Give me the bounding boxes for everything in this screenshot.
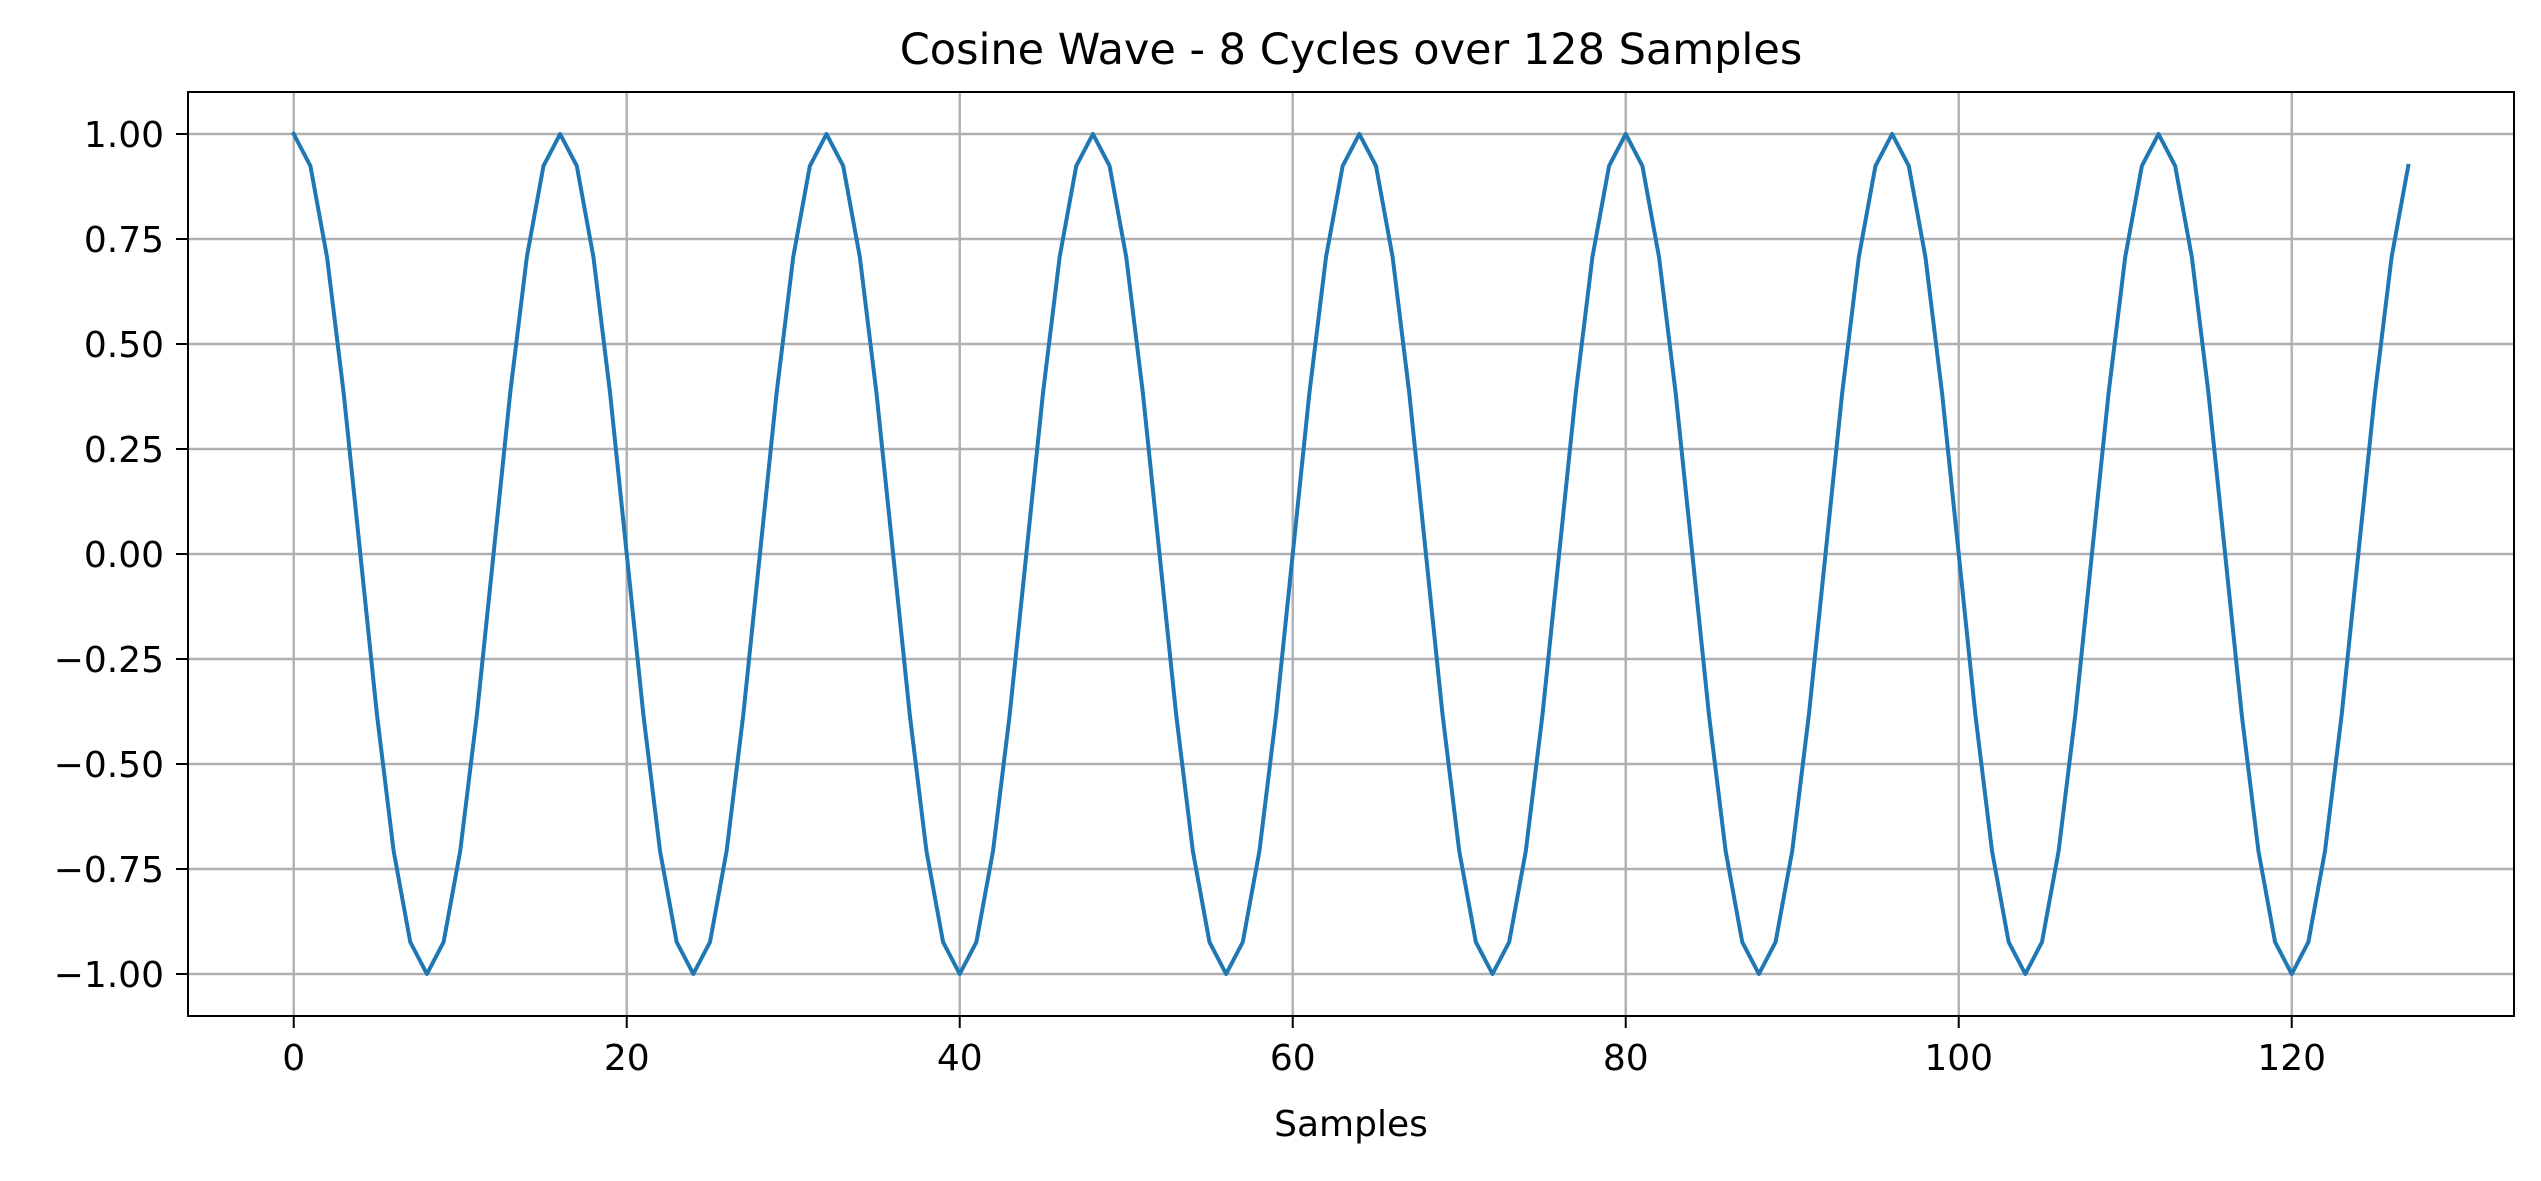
y-tick-label: 0.25 — [84, 430, 164, 471]
y-axis: 1.00 0.75 0.50 0.25 0.00 −0.25 −0.50 −0.75 −1.00 — [54, 115, 188, 996]
chart-title: Cosine Wave - 8 Cycles over 128 Samples — [900, 25, 1802, 75]
cosine-series-line — [291, 131, 2411, 976]
x-tick-label: 100 — [1924, 1038, 1993, 1079]
grid-lines — [188, 92, 2514, 1016]
x-tick-label: 80 — [1603, 1038, 1649, 1079]
x-tick-label: 40 — [937, 1038, 983, 1079]
x-tick-label: 120 — [2257, 1038, 2326, 1079]
y-tick-label: 1.00 — [84, 115, 164, 156]
y-tick-label: −1.00 — [54, 955, 164, 996]
y-tick-label: −0.75 — [54, 850, 164, 891]
y-tick-label: 0.00 — [84, 535, 164, 576]
x-tick-label: 0 — [282, 1038, 305, 1079]
x-axis: 0 20 40 60 80 100 120 — [282, 1016, 2326, 1079]
x-tick-label: 20 — [604, 1038, 650, 1079]
x-tick-label: 60 — [1270, 1038, 1316, 1079]
series-layer — [291, 131, 2411, 976]
y-tick-label: 0.75 — [84, 220, 164, 261]
y-tick-label: −0.50 — [54, 745, 164, 786]
y-tick-label: 0.50 — [84, 325, 164, 366]
y-tick-label: −0.25 — [54, 640, 164, 681]
x-axis-label: Samples — [1274, 1104, 1428, 1145]
